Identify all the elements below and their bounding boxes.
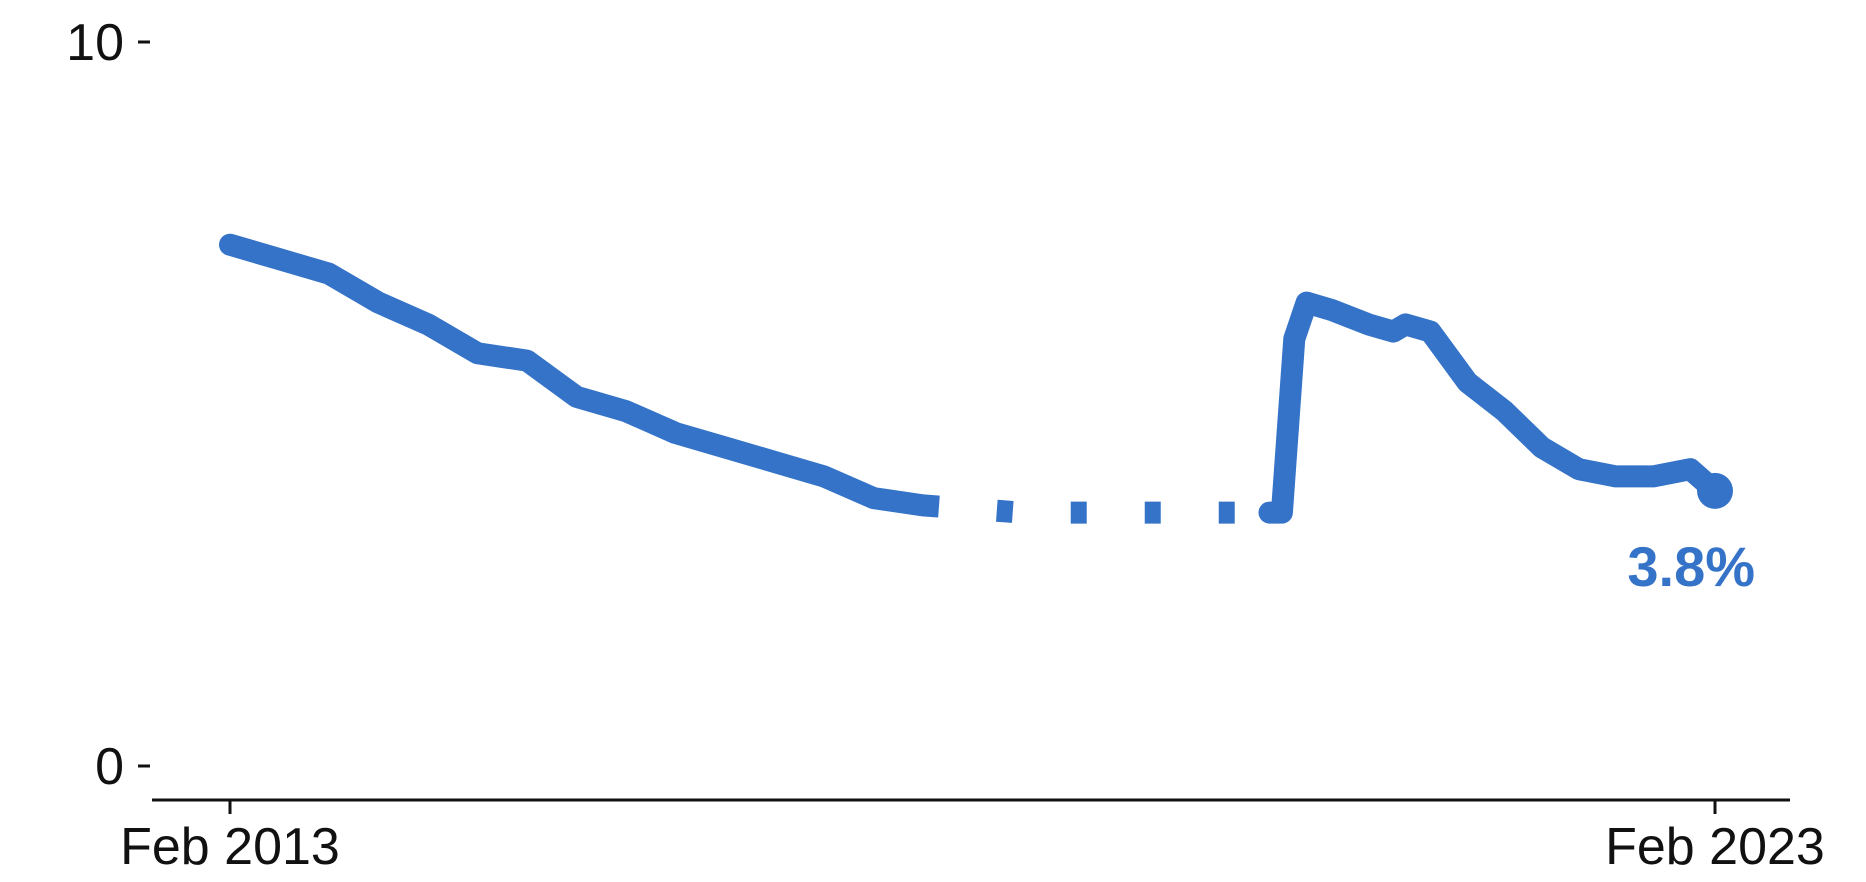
end-point-marker xyxy=(1697,472,1733,509)
series-layer xyxy=(219,233,1726,524)
y-tick-label-0: 0 xyxy=(95,738,124,796)
x-axis: Feb 2013 Feb 2023 xyxy=(120,800,1825,876)
y-axis: 0 10 xyxy=(66,14,150,796)
series-line-3 xyxy=(1258,291,1726,524)
series-line-1 xyxy=(219,233,934,517)
y-tick-label-10: 10 xyxy=(66,14,124,72)
series-line-2-dotted xyxy=(922,494,1270,524)
end-value-label: 3.8% xyxy=(1627,535,1755,598)
x-tick-label-1: Feb 2023 xyxy=(1605,818,1825,876)
x-tick-label-0: Feb 2013 xyxy=(120,818,340,876)
